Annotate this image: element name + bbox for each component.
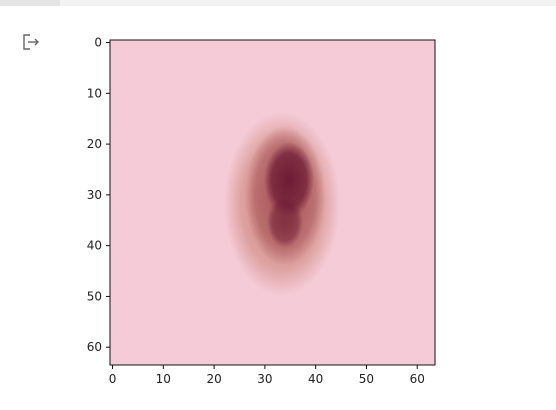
cell-output-area: 0 10 20 30 40 50 60 0 10 20 30 40 50 60 — [0, 6, 556, 409]
x-tick-label: 60 — [410, 372, 425, 386]
y-tick-label: 60 — [87, 340, 102, 354]
y-tick-label: 10 — [87, 86, 102, 100]
y-tick-label: 50 — [87, 289, 102, 303]
x-tick-label: 0 — [109, 372, 117, 386]
x-tick-label: 20 — [206, 372, 221, 386]
y-tick-label: 30 — [87, 188, 102, 202]
lesion-dark-core — [264, 142, 314, 218]
image-plot: 0 10 20 30 40 50 60 0 10 20 30 40 50 60 — [87, 36, 436, 386]
y-tick-label: 40 — [87, 239, 102, 253]
y-tick-label: 20 — [87, 137, 102, 151]
x-tick-label: 10 — [156, 372, 171, 386]
y-tick-label: 0 — [94, 36, 102, 50]
output-redirect-icon-glyph — [23, 34, 39, 50]
lesion-dark-core-lower — [267, 196, 303, 248]
y-axis: 0 10 20 30 40 50 60 — [87, 36, 110, 354]
x-tick-label: 30 — [257, 372, 272, 386]
output-redirect-icon[interactable] — [20, 32, 46, 52]
x-tick-label: 50 — [359, 372, 374, 386]
cell-toolbar-strip — [0, 0, 556, 6]
skin-lesion-image — [109, 39, 436, 366]
x-tick-label: 40 — [308, 372, 323, 386]
image-axes-frame — [109, 39, 436, 366]
image-plot-figure: 0 10 20 30 40 50 60 0 10 20 30 40 50 60 — [60, 26, 480, 406]
x-axis: 0 10 20 30 40 50 60 — [109, 365, 425, 386]
cell-toolbar-active-segment — [0, 0, 60, 6]
